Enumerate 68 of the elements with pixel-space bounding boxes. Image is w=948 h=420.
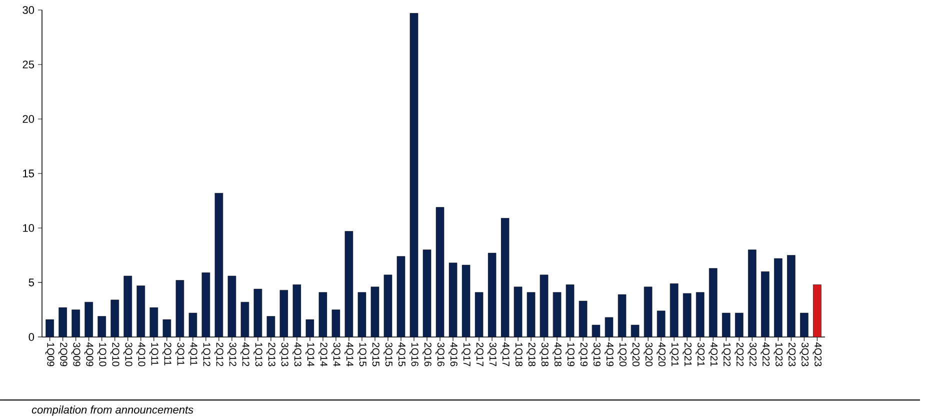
y-tick-label: 25 — [22, 60, 34, 68]
text: compilation from announcements — [32, 406, 194, 416]
x-tick-label: 4Q13 — [292, 342, 302, 366]
x-tick-label: 2Q19 — [578, 342, 588, 366]
x-tick-label: 4Q21 — [708, 342, 718, 366]
x-tick-label: 2Q23 — [786, 342, 796, 366]
x-tick-label: 2Q21 — [682, 342, 692, 366]
x-tick-label: 1Q11 — [149, 342, 158, 366]
x-tick-label: 3Q13 — [279, 342, 288, 366]
x-tick-label: 4Q19 — [604, 342, 614, 366]
x-tick-label: 4Q20 — [656, 342, 666, 366]
x-tick-label: 1Q19 — [566, 342, 575, 366]
x-tick-label: 1Q21 — [670, 342, 679, 366]
y-tick-label: 10 — [23, 224, 34, 232]
x-tick-label: 2Q16 — [422, 342, 432, 366]
x-tick-label: 3Q18 — [540, 342, 548, 366]
x-tick-label: 1Q23 — [774, 342, 783, 366]
x-tick-label: 1Q15 — [358, 342, 366, 366]
y-tick-label: 30 — [22, 6, 34, 14]
x-tick-label: 4Q23 — [812, 342, 822, 366]
x-tick-label: 4Q17 — [500, 342, 510, 366]
x-tick-label: 4Q16 — [448, 342, 458, 366]
x-tick-label: 3Q23 — [800, 342, 809, 366]
y-tick-label: 15 — [23, 170, 34, 178]
x-tick-label: 1Q10 — [97, 342, 106, 366]
x-tick-label: 2Q13 — [266, 342, 276, 366]
x-tick-label: 4Q11 — [188, 342, 198, 366]
x-tick-label: 1Q14 — [306, 342, 314, 366]
x-tick-label: 2Q20 — [630, 342, 640, 366]
x-tick-label: 3Q09 — [71, 342, 80, 366]
x-tick-label: 3Q21 — [696, 342, 705, 366]
x-tick-label: 3Q17 — [488, 342, 496, 366]
x-tick-label: 2Q14 — [318, 342, 328, 366]
y-tick-label: 0 — [28, 333, 34, 341]
x-tick-label: 3Q19 — [592, 342, 601, 366]
x-tick-label: 2Q17 — [474, 342, 484, 366]
x-tick-label: 1Q13 — [253, 342, 262, 366]
x-tick-label: 3Q20 — [644, 342, 653, 366]
x-tick-label: 1Q18 — [514, 342, 522, 366]
x-tick-label: 4Q14 — [344, 342, 354, 366]
x-tick-label: 4Q22 — [760, 342, 770, 366]
x-tick-label: 2Q22 — [734, 342, 744, 366]
x-tick-label: 3Q22 — [748, 342, 757, 366]
x-tick-label: 2Q09 — [58, 342, 68, 366]
x-tick-label: 3Q16 — [436, 342, 444, 366]
x-tick-label: 2Q12 — [214, 342, 224, 366]
x-tick-label: 4Q15 — [396, 342, 406, 366]
x-tick-label: 2Q18 — [526, 342, 536, 366]
x-tick-label: 1Q12 — [201, 342, 210, 366]
x-tick-label: 1Q16 — [410, 342, 418, 366]
x-tick-label: 3Q14 — [332, 342, 340, 366]
x-tick-label: 2Q10 — [110, 342, 120, 366]
y-tick-label: 5 — [28, 278, 34, 286]
x-tick-label: 1Q20 — [618, 342, 627, 366]
x-tick-label: 1Q17 — [462, 342, 470, 366]
x-tick-label: 2Q15 — [370, 342, 380, 366]
x-tick-label: 1Q09 — [45, 342, 54, 366]
x-tick-label: 4Q09 — [84, 342, 94, 366]
x-tick-label: 2Q11 — [162, 342, 172, 366]
x-tick-label: 4Q18 — [552, 342, 562, 366]
y-tick-label: 20 — [22, 115, 34, 123]
x-tick-label: 4Q10 — [136, 342, 146, 366]
x-tick-label: 3Q12 — [227, 342, 236, 366]
x-tick-label: 1Q22 — [722, 342, 731, 366]
x-tick-label: 4Q12 — [240, 342, 250, 366]
x-tick-label: 3Q15 — [384, 342, 392, 366]
x-tick-label: 3Q10 — [123, 342, 132, 366]
x-tick-label: 3Q11 — [175, 342, 184, 366]
